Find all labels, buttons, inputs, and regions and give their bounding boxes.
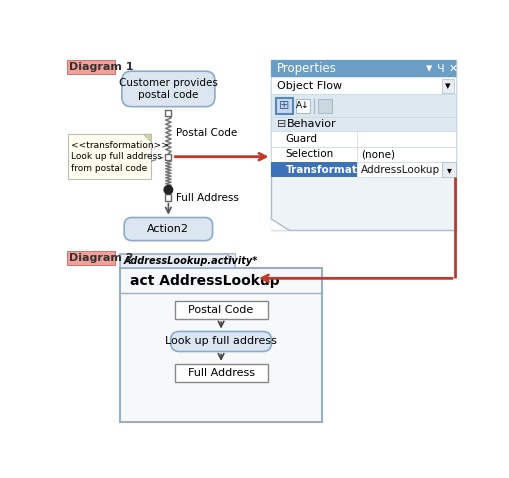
Text: Look up full address: Look up full address: [165, 337, 276, 347]
Text: ⊞: ⊞: [279, 99, 289, 112]
Text: act AddressLookup: act AddressLookup: [130, 274, 279, 288]
Bar: [271, 77, 455, 94]
Bar: [296, 99, 309, 113]
Text: Customer provides
postal code: Customer provides postal code: [119, 78, 217, 100]
Circle shape: [164, 185, 173, 194]
Text: Guard: Guard: [285, 134, 317, 144]
Bar: [271, 147, 455, 162]
Bar: [174, 364, 267, 382]
Bar: [67, 251, 115, 265]
Bar: [165, 153, 171, 160]
Bar: [275, 98, 293, 114]
Bar: [271, 94, 455, 118]
Text: Diagram 1: Diagram 1: [69, 62, 133, 72]
FancyBboxPatch shape: [171, 331, 271, 351]
Text: Postal Code: Postal Code: [188, 305, 253, 315]
Polygon shape: [271, 219, 288, 230]
Text: Transformation: Transformation: [285, 165, 375, 175]
Bar: [271, 162, 356, 177]
Bar: [271, 118, 455, 131]
Text: AddressLookup.activity*: AddressLookup.activity*: [123, 256, 257, 266]
Text: Action2: Action2: [147, 224, 189, 234]
Text: Object Flow: Object Flow: [276, 81, 342, 91]
Bar: [271, 60, 455, 230]
Bar: [120, 254, 235, 268]
Bar: [441, 162, 455, 177]
Text: Selection: Selection: [285, 150, 333, 159]
Text: A↓: A↓: [296, 101, 309, 110]
Text: AddressLookup: AddressLookup: [361, 165, 440, 175]
Bar: [120, 268, 321, 423]
Polygon shape: [144, 134, 151, 142]
Text: Postal Code: Postal Code: [176, 128, 237, 138]
Text: Full Address: Full Address: [187, 368, 254, 378]
Bar: [165, 195, 171, 201]
Text: Properties: Properties: [276, 63, 336, 76]
Bar: [174, 301, 267, 319]
FancyBboxPatch shape: [122, 71, 214, 107]
Bar: [356, 162, 441, 177]
Text: ✕: ✕: [447, 64, 457, 74]
Bar: [317, 99, 331, 113]
Bar: [68, 134, 151, 179]
Text: Ч: Ч: [436, 64, 444, 74]
Text: Full Address: Full Address: [176, 193, 239, 203]
Bar: [67, 60, 115, 74]
Text: (none): (none): [361, 150, 394, 159]
Bar: [441, 79, 454, 93]
Polygon shape: [227, 254, 235, 262]
Text: ▾: ▾: [426, 63, 432, 76]
Text: Behavior: Behavior: [287, 120, 336, 130]
Bar: [165, 110, 171, 116]
FancyBboxPatch shape: [124, 217, 212, 240]
Text: ▾: ▾: [444, 81, 450, 91]
Text: ⊟: ⊟: [276, 120, 286, 130]
Text: <<transformation>>
Look up full address
from postal code: <<transformation>> Look up full address …: [71, 141, 168, 173]
Text: Diagram 2: Diagram 2: [69, 253, 133, 263]
Bar: [271, 60, 455, 77]
Text: ▾: ▾: [445, 165, 450, 175]
Bar: [271, 131, 455, 147]
